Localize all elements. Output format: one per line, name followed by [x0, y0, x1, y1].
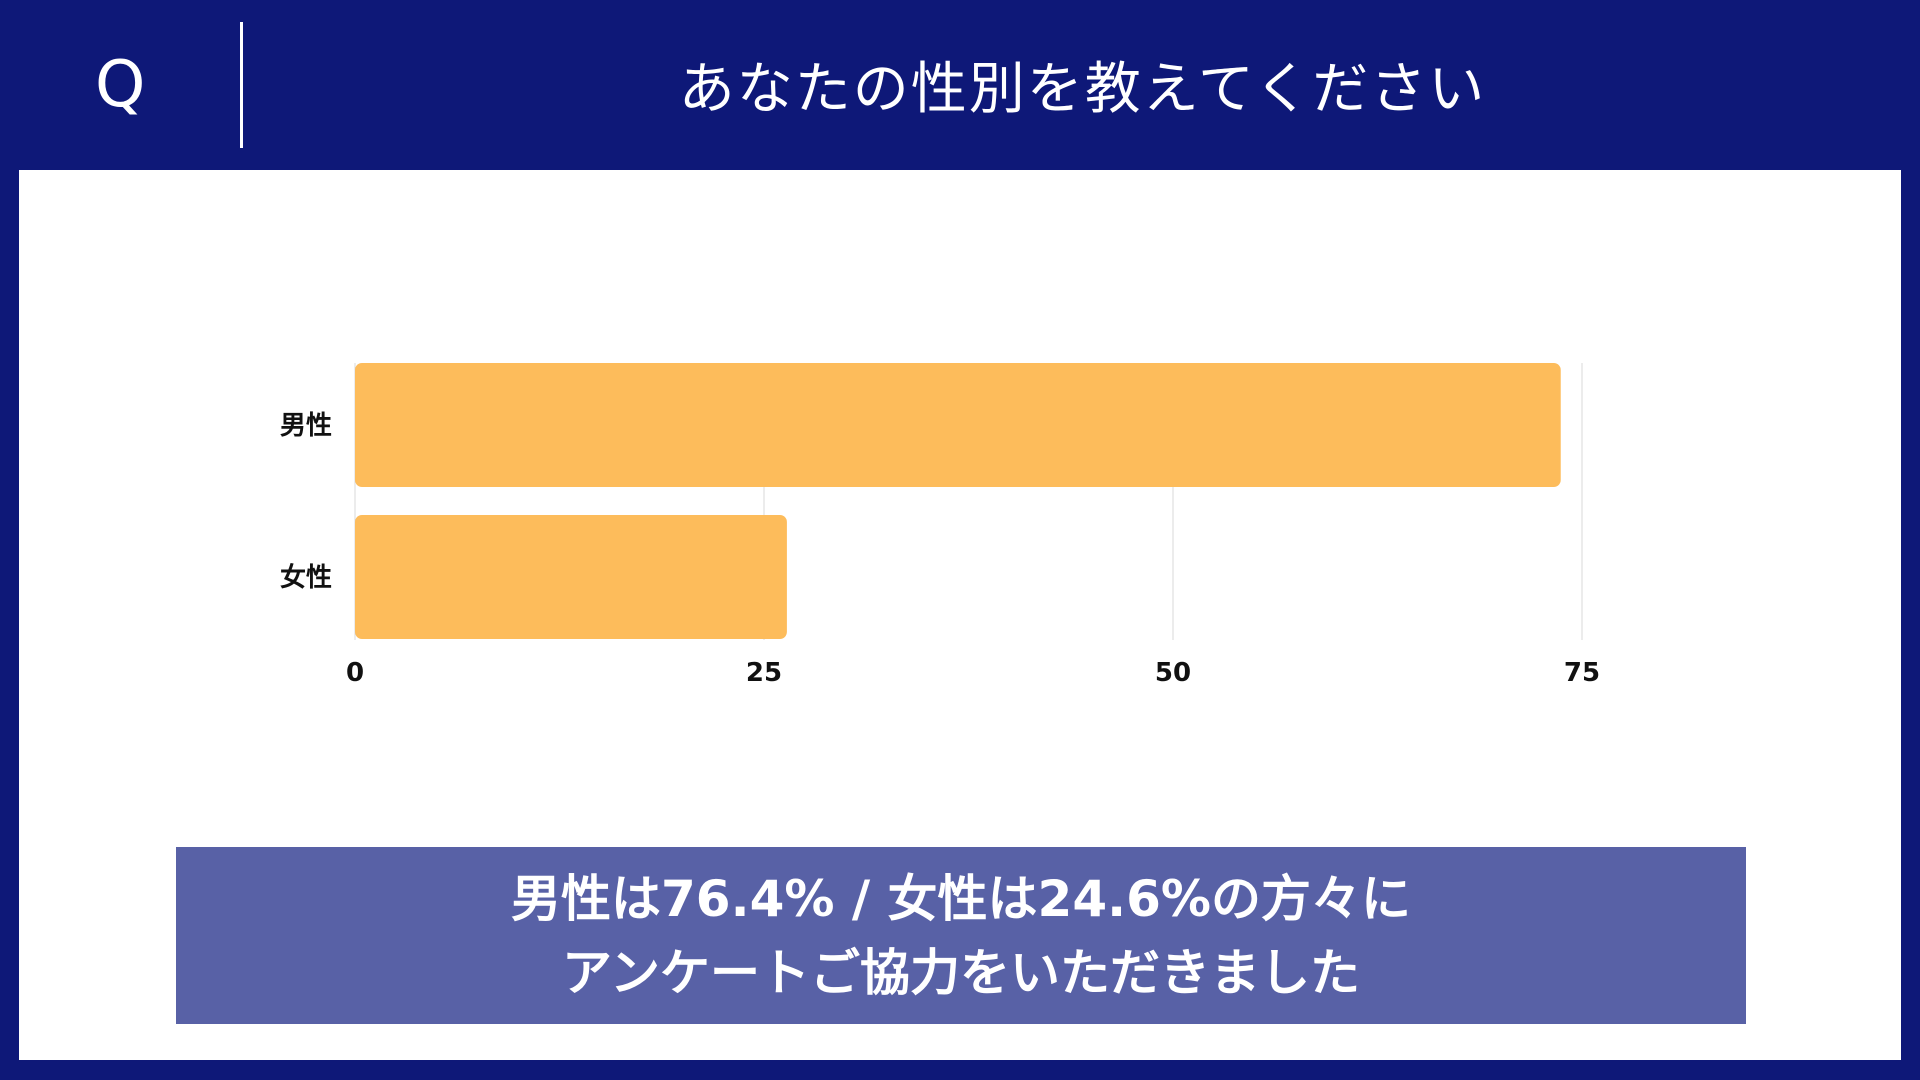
header-bar: Q あなたの性別を教えてください [0, 0, 1920, 170]
category-label-0: 男性 [280, 411, 332, 441]
x-tick-label-1: 25 [746, 658, 782, 688]
summary-line-2: アンケートご協力をいただきました [562, 943, 1360, 1002]
x-tick-label-3: 75 [1564, 658, 1600, 688]
bar-1 [355, 515, 787, 639]
summary-box: 男性は76.4% / 女性は24.6%の方々に アンケートご協力をいただきました [176, 847, 1746, 1024]
x-tick-label-2: 50 [1155, 658, 1191, 688]
category-label-1: 女性 [280, 562, 332, 593]
summary-line-1: 男性は76.4% / 女性は24.6%の方々に [511, 869, 1411, 928]
x-tick-label-0: 0 [346, 658, 364, 688]
bar-0 [355, 363, 1561, 487]
header-divider [240, 22, 243, 148]
page-title: あなたの性別を教えてください [678, 57, 1487, 122]
question-mark-label: Q [95, 48, 146, 122]
content-panel: 0 25 50 75 男性女性 男性は76.4% / 女性は24.6%の方々に アンケー… [19, 170, 1901, 1060]
